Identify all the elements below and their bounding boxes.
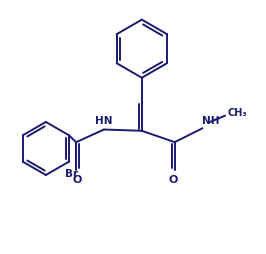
Text: CH₃: CH₃ (228, 108, 247, 118)
Text: NH: NH (202, 116, 220, 126)
Text: Br: Br (65, 169, 78, 179)
Text: O: O (73, 175, 82, 185)
Text: HN: HN (95, 116, 113, 126)
Text: O: O (169, 175, 178, 185)
